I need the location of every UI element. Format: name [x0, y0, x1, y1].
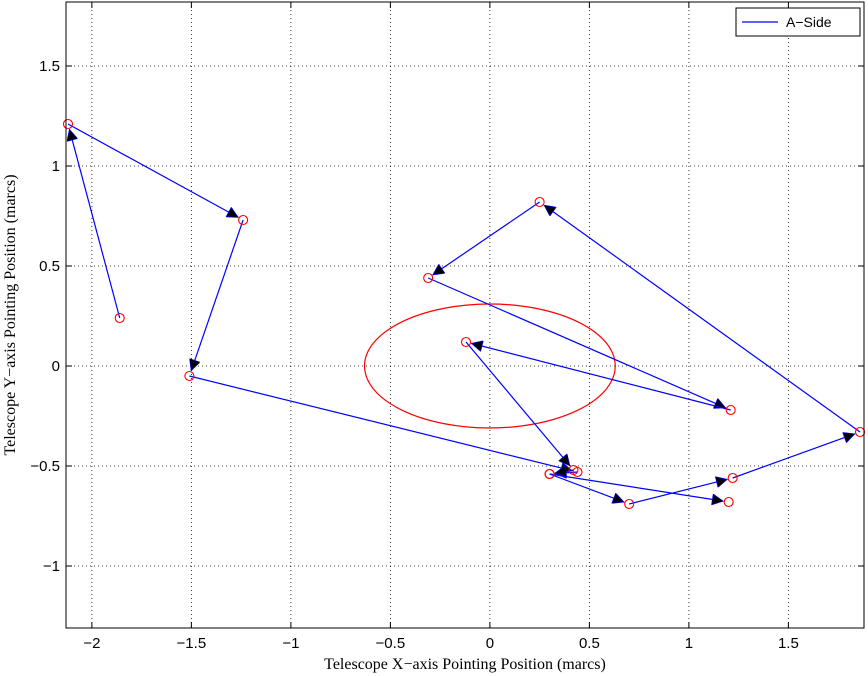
data-point	[534, 196, 545, 208]
path-segment	[465, 341, 570, 466]
x-tick-label: −1	[282, 635, 299, 652]
data-point	[725, 404, 736, 416]
target-ellipse	[363, 303, 616, 429]
plot-background	[66, 2, 864, 628]
path-segment	[433, 201, 540, 276]
data-point	[723, 496, 734, 508]
path-segment	[555, 470, 574, 473]
data-point	[62, 118, 74, 130]
x-tick-label: −1.5	[177, 635, 207, 652]
y-tick-label: 0	[52, 358, 60, 375]
x-tick-label: 1	[685, 635, 693, 652]
data-point	[238, 214, 249, 226]
path-segment	[732, 434, 855, 479]
grid	[66, 2, 864, 628]
plot-frame	[65, 1, 865, 629]
x-tick-label: 0.5	[579, 635, 600, 652]
path-segment	[471, 343, 731, 411]
x-tick-label: −0.5	[376, 635, 406, 652]
x-tick-label: 1.5	[778, 635, 799, 652]
series-line	[62, 118, 866, 510]
x-axis-title: Telescope X−axis Pointing Position (marc…	[324, 656, 606, 673]
axis-ticks	[66, 2, 864, 628]
data-point	[727, 472, 738, 484]
data-point	[114, 312, 125, 324]
data-point	[624, 498, 635, 510]
y-axis-title: Telescope Y−axis Pointing Position (marc…	[2, 174, 19, 455]
x-tick-label: −2	[83, 635, 100, 652]
path-segment	[427, 277, 725, 408]
data-point	[184, 370, 195, 382]
path-segment	[544, 204, 861, 433]
data-point	[854, 426, 866, 438]
data-point	[568, 464, 579, 476]
y-tick-label: 1.5	[39, 58, 60, 75]
data-point	[423, 272, 434, 284]
y-tick-label: 0.5	[39, 258, 60, 275]
data-point	[544, 468, 555, 480]
path-segment	[69, 129, 121, 319]
path-segment	[189, 375, 572, 471]
y-tick-label: 1	[52, 158, 60, 175]
legend-label: A−Side	[786, 14, 832, 30]
series-group	[62, 118, 866, 510]
x-tick-label: 0	[486, 635, 494, 652]
y-tick-label: −1	[43, 558, 60, 575]
path-segment	[629, 479, 727, 505]
tick-labels: −2 −1.5 −1 −0.5 0 0.5 1 1.5 −1 −0.5 0 0.5 1 1.5	[30, 58, 798, 652]
legend: A−Side	[735, 7, 861, 37]
path-segment	[549, 473, 624, 502]
path-segment	[549, 473, 724, 501]
ellipse-annotations	[363, 303, 616, 429]
path-segment	[67, 123, 238, 218]
data-point	[460, 336, 472, 348]
y-tick-label: −0.5	[30, 458, 60, 475]
path-segment	[191, 219, 244, 371]
